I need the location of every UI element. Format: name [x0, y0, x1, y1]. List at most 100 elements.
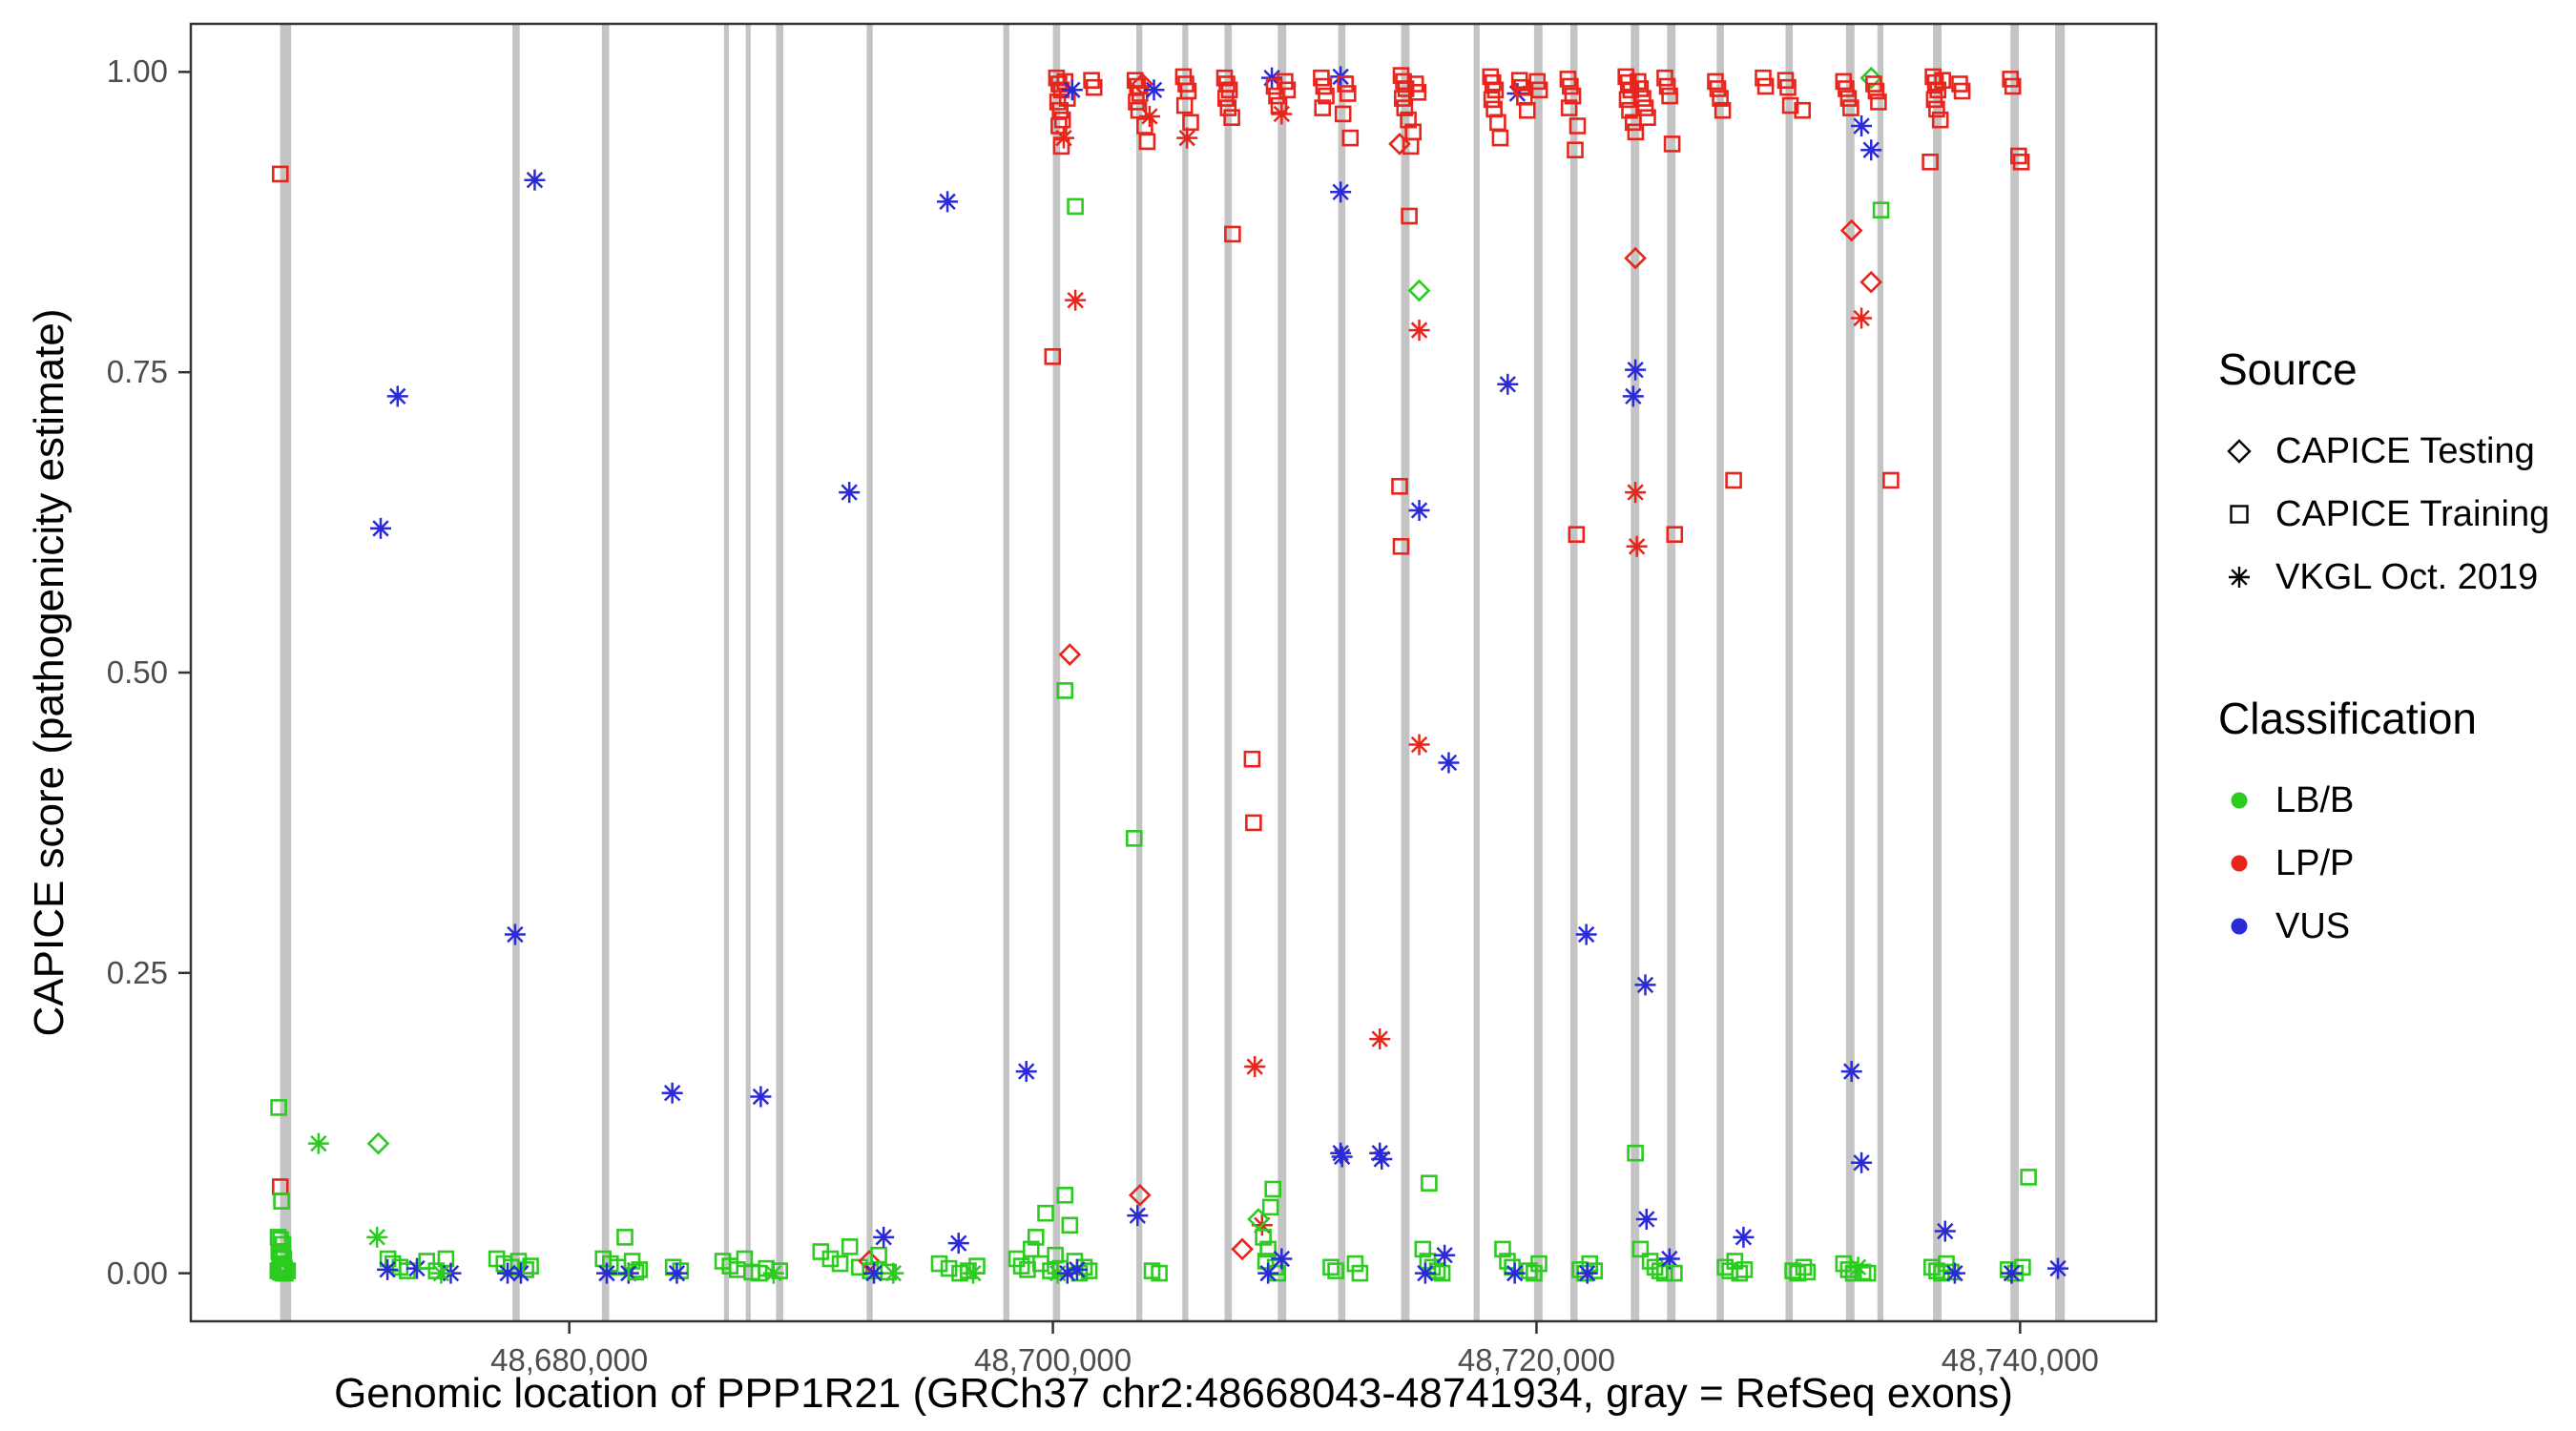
data-point-square	[1519, 101, 1536, 119]
exon-bar	[1877, 24, 1884, 1321]
data-point-square	[1261, 1198, 1279, 1216]
legend: Source CAPICE Testing CAPICE Training	[2218, 343, 2549, 1042]
data-point-square	[1351, 1264, 1369, 1282]
data-point-square	[1798, 1263, 1817, 1281]
data-point-square	[1922, 154, 1939, 171]
data-point-diamond	[1407, 279, 1431, 302]
data-point-square	[1132, 85, 1149, 102]
data-point-square	[1953, 82, 1971, 100]
data-point-square	[1396, 99, 1414, 116]
data-point-asterisk	[377, 1258, 399, 1280]
data-point-square	[1067, 197, 1084, 216]
data-point-asterisk	[666, 1262, 688, 1284]
data-point-square	[273, 1192, 290, 1210]
data-point-asterisk	[1330, 1142, 1352, 1164]
square-icon	[2230, 505, 2249, 524]
data-point-square	[1037, 1204, 1054, 1222]
data-point-square	[1322, 1258, 1340, 1276]
data-point-asterisk	[1634, 974, 1656, 996]
data-point-square	[277, 1264, 294, 1282]
data-point-square	[1755, 69, 1772, 87]
data-point-square	[1526, 1264, 1543, 1282]
data-point-square	[831, 1255, 849, 1273]
exon-bar	[1569, 24, 1578, 1321]
data-point-square	[1028, 1229, 1045, 1246]
data-point-square	[1838, 80, 1855, 97]
data-point-square	[1882, 471, 1900, 489]
x-axis-title: Genomic location of PPP1R21 (GRCh37 chr2…	[334, 1370, 2013, 1417]
exon-bar	[723, 24, 729, 1321]
data-point-square	[1658, 77, 1676, 95]
data-point-asterisk	[524, 169, 546, 191]
data-point-square	[418, 1253, 436, 1270]
x-tick-label: 48,720,000	[1457, 1342, 1616, 1378]
y-tick-label: 1.00	[106, 53, 168, 90]
data-point-square	[2004, 77, 2022, 95]
data-point-diamond	[1247, 1208, 1270, 1231]
data-point-asterisk	[1369, 1028, 1391, 1050]
data-point-square	[1925, 91, 1943, 109]
data-point-asterisk	[1497, 373, 1519, 395]
data-point-square	[1709, 80, 1727, 97]
data-point-asterisk	[937, 191, 959, 213]
data-point-square	[2020, 1169, 2037, 1186]
green-dot-icon	[2231, 792, 2248, 809]
data-point-square	[1130, 101, 1148, 119]
data-point-asterisk	[1860, 139, 1882, 161]
data-point-asterisk	[370, 517, 392, 539]
legend-item-label: VKGL Oct. 2019	[2275, 556, 2539, 597]
data-point-square	[1313, 69, 1330, 87]
data-point-asterisk	[661, 1082, 683, 1104]
data-point-square	[1781, 96, 1799, 114]
data-point-square	[1663, 135, 1681, 153]
data-point-square	[1182, 114, 1199, 132]
exon-bar	[1473, 24, 1480, 1321]
exon-bar	[1401, 24, 1410, 1321]
exon-bar	[1667, 24, 1676, 1321]
exon-bar	[1182, 24, 1189, 1321]
data-point-square	[1779, 78, 1797, 96]
data-point-square	[1428, 1262, 1446, 1279]
exon-bar	[601, 24, 610, 1321]
data-point-square	[1568, 526, 1586, 544]
y-tick-label: 0.50	[106, 654, 168, 690]
data-point-square	[1666, 526, 1684, 544]
data-point-square	[1929, 81, 1946, 99]
data-point-asterisk	[883, 1262, 904, 1284]
data-point-asterisk	[1271, 103, 1293, 125]
data-point-asterisk	[1625, 359, 1647, 381]
data-point-asterisk	[1438, 752, 1460, 774]
data-point-square	[1224, 225, 1241, 243]
data-point-square	[1656, 1264, 1673, 1282]
data-point-asterisk	[947, 1233, 969, 1255]
data-point-asterisk	[1143, 79, 1165, 101]
data-point-asterisk	[1065, 289, 1087, 311]
data-point-square	[1938, 1255, 1955, 1273]
data-point-square	[1560, 99, 1578, 116]
data-point-square	[1085, 78, 1103, 96]
data-point-square	[1314, 99, 1331, 116]
legend-item-vkgl: VKGL Oct. 2019	[2218, 546, 2549, 609]
data-point-square	[1219, 99, 1237, 116]
data-point-square	[1409, 84, 1427, 101]
data-point-square	[270, 1099, 287, 1116]
data-point-square	[1414, 1240, 1432, 1258]
data-point-asterisk	[1061, 79, 1083, 101]
data-point-square	[1489, 114, 1506, 132]
data-point-square	[1726, 1253, 1744, 1270]
data-point-asterisk	[1408, 734, 1430, 756]
data-point-square	[1636, 99, 1654, 116]
data-point-square	[279, 1262, 297, 1279]
data-point-asterisk	[1840, 1061, 1862, 1083]
data-point-asterisk	[750, 1086, 772, 1108]
x-tick-label: 48,680,000	[490, 1342, 649, 1378]
data-point-square	[1567, 141, 1584, 158]
data-point-square	[1842, 99, 1859, 116]
data-point-square	[1725, 471, 1742, 489]
data-point-square	[1528, 73, 1546, 91]
data-point-square	[1061, 1216, 1079, 1234]
data-point-square	[1337, 75, 1354, 93]
data-point-square	[1731, 1264, 1749, 1282]
data-point-square	[1138, 133, 1156, 151]
